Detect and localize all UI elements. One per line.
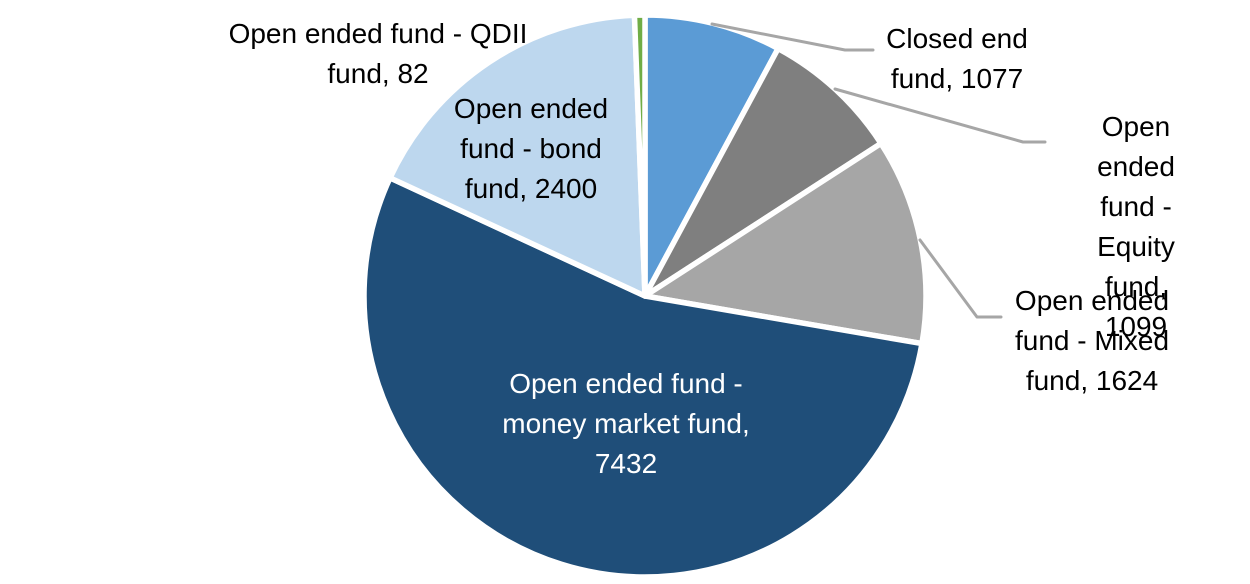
leader-line-closed-end-fund: [710, 22, 875, 52]
pie-slice-open-ended-qdii-fund: [631, 12, 648, 299]
leader-line-open-ended-equity-fund: [833, 87, 1047, 144]
pie-slice-open-ended-bond-fund: [387, 12, 648, 299]
leader-line-open-ended-mixed-fund: [918, 238, 1003, 319]
pie-slice-open-ended-money-market-fund: [361, 175, 925, 580]
